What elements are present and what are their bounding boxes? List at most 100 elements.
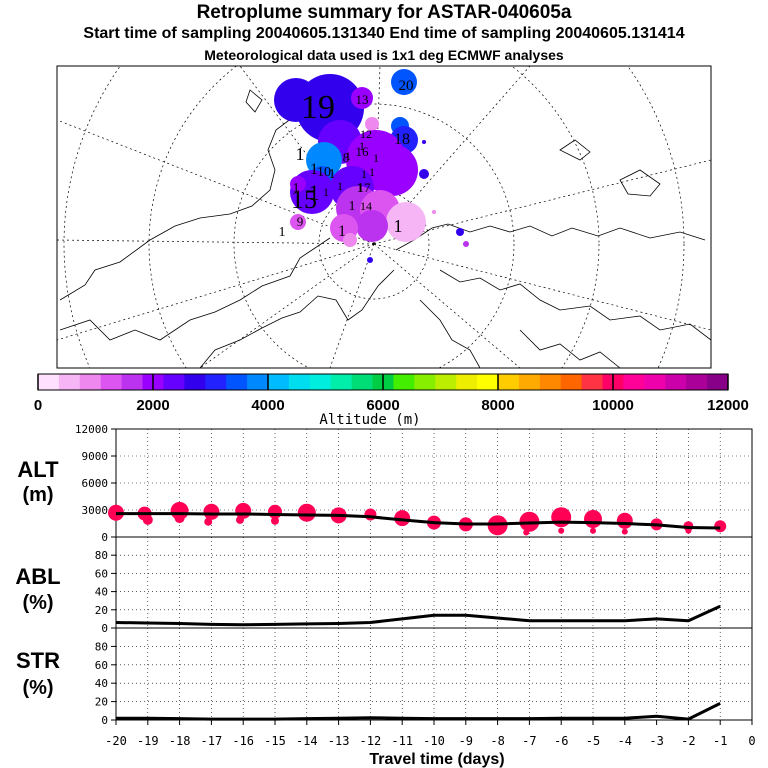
altitude-point <box>714 520 727 533</box>
day-label: 15 <box>291 185 317 214</box>
colorbar-swatch <box>393 374 415 390</box>
day-label: 1 <box>279 225 286 240</box>
colorbar-swatch <box>38 374 60 390</box>
latitude-circle <box>318 188 430 300</box>
colorbar-swatch <box>100 374 123 390</box>
day-label: 1 <box>373 151 379 165</box>
latitude-circle <box>233 103 515 368</box>
altitude-point <box>174 513 185 524</box>
x-tick-label: -4 <box>618 734 632 748</box>
y-tick-label: 60 <box>95 659 108 672</box>
colorbar-swatch <box>707 374 729 390</box>
day-label: 1 <box>329 167 336 182</box>
day-label: 13 <box>356 92 369 107</box>
plume-blob <box>343 233 357 247</box>
colorbar-swatch <box>560 374 583 390</box>
plume-blob <box>463 241 469 247</box>
colorbar-swatch <box>268 374 290 390</box>
day-label: 1 <box>323 185 329 199</box>
colorbar-swatch <box>288 374 311 390</box>
altitude-point <box>584 510 602 528</box>
day-label: 1 <box>310 161 318 178</box>
x-tick-label: -11 <box>391 734 413 748</box>
meridian <box>373 243 521 368</box>
panel-frame <box>115 536 753 629</box>
plume-blob <box>386 202 426 242</box>
altitude-point <box>685 527 692 534</box>
colorbar-tick-label: 8000 <box>481 397 514 414</box>
meridian <box>57 119 375 245</box>
x-tick-label: -17 <box>201 734 223 748</box>
plume-blob <box>367 257 373 263</box>
coastlines <box>59 89 711 368</box>
plume-blob <box>456 228 464 236</box>
day-label: 14 <box>360 199 372 213</box>
x-tick-label: 0 <box>748 734 755 748</box>
coastline <box>519 329 621 368</box>
colorbar-tick-label: 2000 <box>136 397 169 414</box>
y-axis-units: (%) <box>22 677 53 699</box>
x-tick-label: -1 <box>713 734 727 748</box>
series-line <box>116 512 721 530</box>
meridian <box>57 243 375 341</box>
meridian <box>329 243 375 368</box>
day-label: 18 <box>394 131 410 148</box>
x-tick-label: -3 <box>649 734 663 748</box>
y-tick-label: 9000 <box>82 450 109 463</box>
sampling-times: Start time of sampling 20040605.131340 E… <box>83 25 685 42</box>
y-tick-label: 20 <box>95 696 108 709</box>
colorbar-swatch <box>205 374 227 390</box>
colorbar-swatch <box>518 374 541 390</box>
y-axis-units: (m) <box>22 484 53 506</box>
y-tick-label: 40 <box>95 586 108 599</box>
x-tick-label: -2 <box>681 734 695 748</box>
plume-blob <box>432 210 436 214</box>
colorbar-swatch <box>539 374 562 390</box>
map-graticule <box>57 66 711 368</box>
plume-blob <box>351 87 373 109</box>
day-label: 1 <box>394 216 403 236</box>
x-tick-label: -9 <box>459 734 473 748</box>
day-label: 19 <box>301 89 335 126</box>
colorbar-swatch <box>351 374 374 390</box>
panel-frame <box>115 627 753 721</box>
time-series-panels: 030006000900012000ALT(m)020406080ABL(%)0… <box>15 423 755 768</box>
chart-title: Retroplume summary for ASTAR-040605a <box>196 2 572 23</box>
altitude-point <box>268 504 282 519</box>
coastline <box>419 299 481 368</box>
colorbar-tick-label: 10000 <box>592 397 634 414</box>
day-label: 1 <box>293 181 300 196</box>
x-axis-label: Travel time (days) <box>369 751 504 768</box>
altitude-point <box>236 515 245 524</box>
y-tick-label: 0 <box>101 622 108 635</box>
x-tick-label: -8 <box>490 734 504 748</box>
day-label: 8 <box>343 150 350 165</box>
coastline <box>395 223 706 251</box>
colorbar-swatch <box>665 374 687 390</box>
plume-blobs <box>274 69 469 263</box>
y-tick-label: 80 <box>95 549 108 562</box>
coastline <box>199 269 395 368</box>
plume-blob <box>274 78 318 122</box>
colorbar-swatch <box>121 374 144 390</box>
day-label: 1 <box>361 167 367 181</box>
y-tick-label: 40 <box>95 677 108 690</box>
y-tick-label: 80 <box>95 640 108 653</box>
colorbar-swatch <box>309 374 332 390</box>
colorbar-swatch <box>581 374 604 390</box>
plume-blob <box>290 176 306 192</box>
island-outline <box>559 139 591 161</box>
day-label: 1 <box>309 180 320 205</box>
y-tick-label: 12000 <box>75 423 108 436</box>
x-tick-label: -12 <box>360 734 382 748</box>
x-tick-label: -18 <box>169 734 191 748</box>
x-tick-label: -6 <box>554 734 568 748</box>
day-label: 9 <box>297 214 304 229</box>
plume-blob <box>290 214 306 230</box>
day-label: 1 <box>345 149 351 163</box>
day-label: 1 <box>357 181 364 196</box>
x-tick-label: -14 <box>296 734 318 748</box>
y-tick-label: 0 <box>101 531 108 544</box>
